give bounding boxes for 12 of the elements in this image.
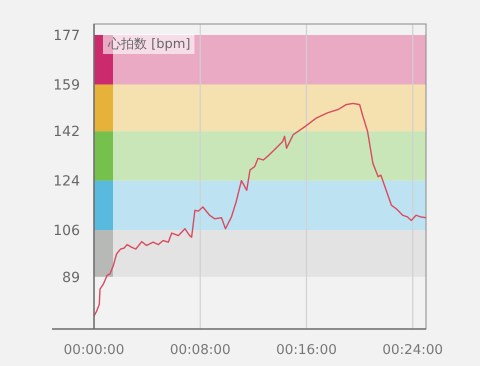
y-axis-title: 心拍数 [bpm]	[107, 36, 190, 52]
y-tick-label: 124	[53, 174, 80, 190]
x-tick-label: 00:16:00	[276, 342, 337, 358]
y-tick-label: 177	[53, 28, 80, 44]
x-tick-label: 00:08:00	[170, 342, 231, 358]
x-tick-label: 00:00:00	[64, 342, 124, 358]
line-series	[93, 102, 427, 317]
x-tick-label: 00:24:00	[382, 342, 444, 358]
y-tick-label: 159	[53, 77, 80, 94]
y-tick-label: 142	[53, 124, 80, 140]
y-tick-label: 89	[62, 270, 80, 286]
y-tick-label: 106	[53, 223, 80, 240]
